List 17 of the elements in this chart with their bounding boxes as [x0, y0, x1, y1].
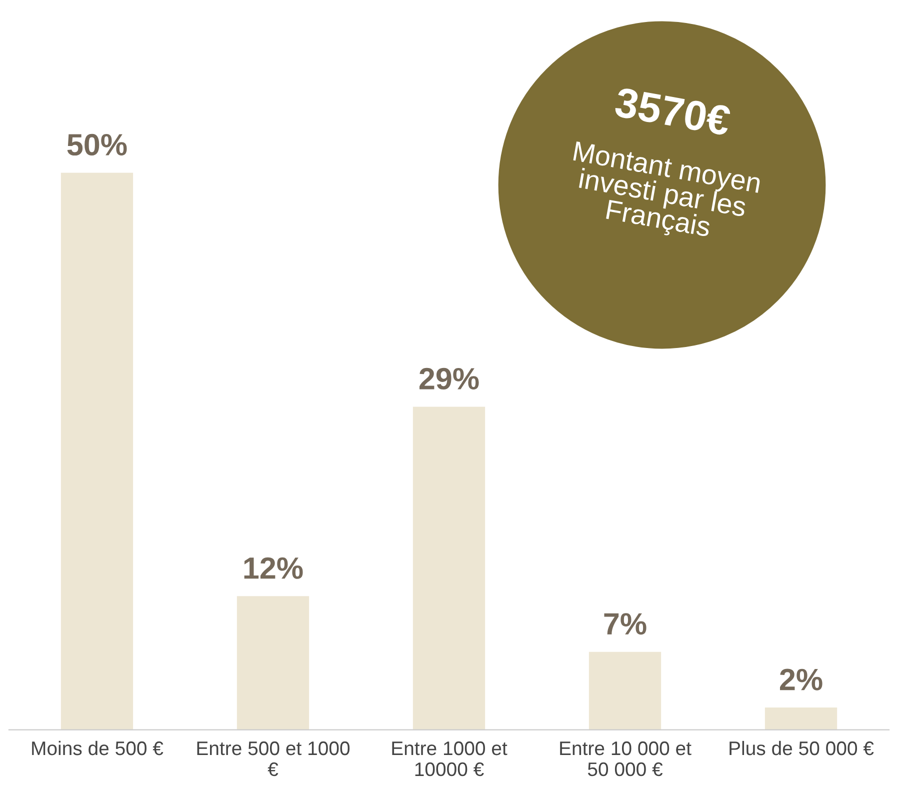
bar: [764, 708, 838, 730]
x-tick-label: Moins de 500 €: [32, 740, 164, 756]
bar: [60, 172, 134, 730]
annotation: Montant moyen investi par les Français: [572, 141, 762, 242]
data-label: 2%: [780, 668, 822, 690]
text: 3570€: [614, 87, 732, 136]
data-label: 29%: [419, 368, 479, 390]
data-label: 7%: [604, 613, 646, 635]
x-tick-label: Entre 500 et 1000 €: [197, 741, 350, 776]
data-label: 12%: [244, 557, 303, 579]
x-tick-label: Entre 10 000 et 50 000 €: [560, 741, 692, 776]
x-tick-label: Entre 1000 et 10000 €: [392, 741, 508, 776]
data-label: 50%: [67, 134, 127, 156]
x-tick-label: Plus de 50 000 €: [730, 740, 874, 756]
bar: [236, 596, 310, 730]
bar: [588, 652, 662, 730]
bar: [412, 406, 486, 730]
